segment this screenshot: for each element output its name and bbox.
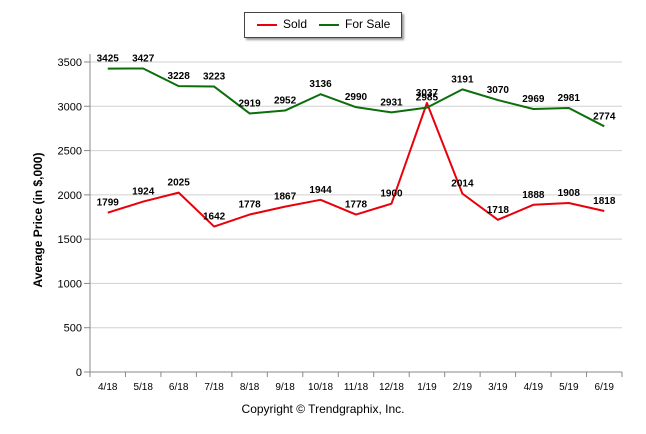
- data-label-sold: 1908: [558, 188, 581, 199]
- data-label-sold: 1944: [309, 185, 332, 196]
- data-label-for-sale: 3427: [132, 53, 155, 64]
- data-label-sold: 1900: [380, 189, 403, 200]
- data-label-sold: 1799: [97, 198, 120, 209]
- series-line-sold: [107, 102, 605, 228]
- data-label-for-sale: 2952: [274, 96, 297, 107]
- x-tick-label: 4/18: [98, 382, 118, 393]
- x-tick-label: 6/18: [169, 382, 189, 393]
- y-tick-label: 3500: [58, 57, 82, 69]
- x-tick-label: 6/19: [595, 382, 615, 393]
- y-tick-label: 2000: [58, 190, 82, 202]
- data-label-for-sale: 3070: [487, 85, 510, 96]
- data-label-for-sale: 2919: [238, 98, 261, 109]
- x-tick-label: 5/19: [559, 382, 579, 393]
- x-tick-label: 2/19: [453, 382, 473, 393]
- legend-label-sold: Sold: [283, 17, 308, 31]
- x-tick-label: 10/18: [308, 382, 333, 393]
- x-tick-label: 4/19: [524, 382, 544, 393]
- data-label-for-sale: 2985: [416, 93, 439, 104]
- data-label-for-sale: 3136: [309, 79, 332, 90]
- data-label-sold: 1888: [522, 190, 545, 201]
- y-axis-label: Average Price (in $,000): [31, 152, 45, 288]
- data-label-for-sale: 3223: [203, 72, 226, 83]
- data-label-sold: 2014: [451, 179, 474, 190]
- x-tick-label: 1/19: [417, 382, 437, 393]
- series-line-for-sale: [107, 67, 605, 128]
- data-label-sold: 1778: [345, 200, 368, 211]
- data-label-for-sale: 2981: [558, 93, 581, 104]
- x-tick-label: 5/18: [133, 382, 153, 393]
- legend-swatch-for-sale: [319, 24, 339, 26]
- data-label-sold: 1642: [203, 212, 226, 223]
- data-label-for-sale: 3228: [168, 71, 191, 82]
- data-label-for-sale: 2774: [593, 111, 616, 122]
- copyright-text: Copyright © Trendgraphix, Inc.: [241, 402, 405, 416]
- data-label-sold: 1818: [593, 196, 616, 207]
- data-label-for-sale: 3425: [97, 54, 120, 65]
- legend: Sold For Sale: [244, 12, 402, 38]
- legend-label-for-sale: For Sale: [345, 17, 391, 31]
- data-label-sold: 1867: [274, 192, 297, 203]
- legend-swatch-sold: [257, 24, 277, 26]
- data-label-sold: 1924: [132, 187, 155, 198]
- data-label-sold: 1718: [487, 205, 510, 216]
- data-label-sold: 2025: [168, 178, 191, 189]
- y-tick-label: 0: [76, 367, 82, 379]
- data-label-for-sale: 2931: [380, 97, 403, 108]
- x-tick-label: 3/19: [488, 382, 508, 393]
- x-tick-label: 8/18: [240, 382, 260, 393]
- data-label-for-sale: 3191: [451, 74, 474, 85]
- data-label-for-sale: 2990: [345, 92, 368, 103]
- x-tick-label: 12/18: [379, 382, 404, 393]
- y-tick-label: 1000: [58, 278, 82, 290]
- y-tick-label: 500: [64, 323, 82, 335]
- data-label-sold: 3037: [416, 88, 439, 99]
- data-label-for-sale: 2969: [522, 94, 545, 105]
- x-tick-label: 9/18: [275, 382, 295, 393]
- y-tick-label: 1500: [58, 234, 82, 246]
- data-label-sold: 1778: [238, 200, 261, 211]
- x-tick-label: 7/18: [204, 382, 224, 393]
- y-tick-label: 2500: [58, 146, 82, 158]
- x-tick-label: 11/18: [344, 382, 369, 393]
- y-tick-label: 3000: [58, 101, 82, 113]
